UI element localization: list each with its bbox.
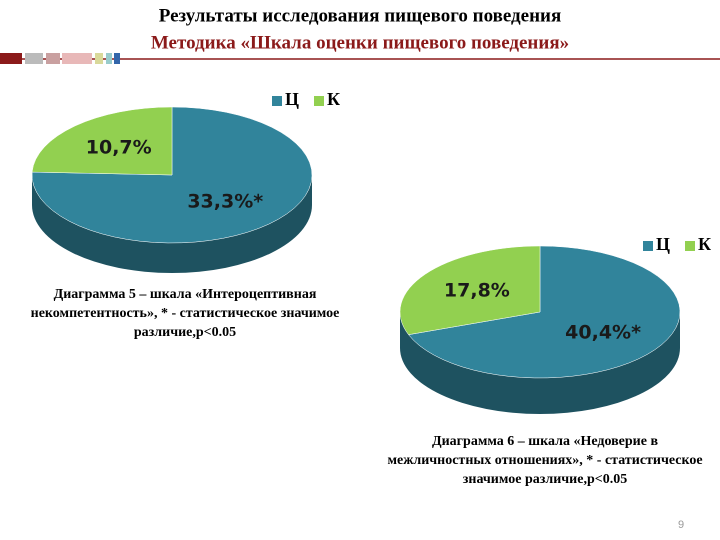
slide-title: Результаты исследования пищевого поведен…: [159, 5, 562, 26]
legend-label: Ц: [656, 234, 670, 254]
pie-slice: [408, 245, 681, 379]
decor: [62, 53, 92, 64]
decor: [0, 53, 22, 64]
data-label: 40,4%*: [565, 321, 641, 343]
decor: [46, 53, 60, 64]
decor-strip: [0, 53, 720, 64]
decor: [25, 53, 43, 64]
legend-swatch: [272, 96, 282, 106]
data-label: 10,7%: [86, 136, 152, 158]
pie-slice: [399, 245, 541, 335]
legend-label: К: [327, 89, 340, 109]
legend-swatch: [643, 241, 653, 251]
decor: [114, 53, 120, 64]
pie-slice: [31, 106, 313, 244]
legend-label: К: [698, 234, 711, 254]
decor: [106, 53, 112, 64]
legend-swatch: [685, 241, 695, 251]
legend-label: Ц: [285, 89, 299, 109]
pie-side: [400, 312, 680, 414]
chart-caption: Диаграмма 5 – шкала «Интероцептивная нек…: [30, 287, 340, 340]
legend-swatch: [314, 96, 324, 106]
pie-side: [32, 175, 312, 273]
page-number: 9: [678, 519, 684, 531]
data-label: 17,8%: [444, 280, 510, 302]
slide-subtitle: Методика «Шкала оценки пищевого поведени…: [151, 32, 569, 53]
data-label: 33,3%*: [187, 191, 263, 213]
pie-slice: [31, 106, 173, 176]
chart-caption: Диаграмма 6 – шкала «Недоверие в межличн…: [387, 434, 703, 487]
decor: [95, 53, 103, 64]
